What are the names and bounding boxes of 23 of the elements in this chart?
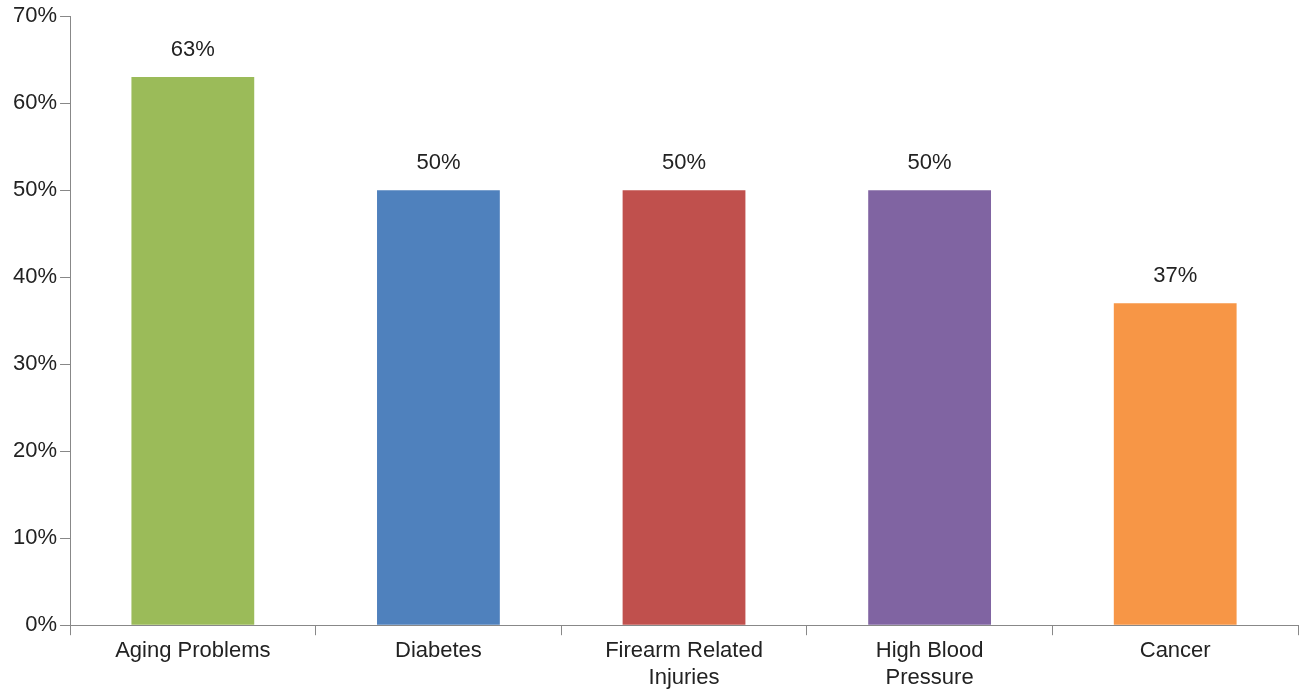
data-label: 63%: [170, 36, 215, 62]
y-tick-label: 50%: [12, 176, 58, 202]
bar: [377, 190, 500, 625]
y-tick-label: 20%: [12, 437, 58, 463]
y-tick-label: 30%: [12, 350, 58, 376]
x-tick-label: Firearm Related Injuries: [605, 637, 763, 689]
bar: [131, 77, 255, 625]
data-label: 50%: [416, 149, 461, 175]
data-label: 50%: [661, 149, 707, 175]
bar: [1113, 303, 1237, 625]
data-label: 37%: [1153, 262, 1198, 288]
y-tick-label: 70%: [12, 2, 58, 28]
x-tick-label: Diabetes: [395, 637, 482, 663]
y-tick-label: 60%: [12, 89, 58, 115]
x-tick-label: Cancer: [1139, 637, 1211, 663]
bar: [622, 190, 746, 625]
y-tick-label: 0%: [25, 611, 58, 637]
y-tick-label: 10%: [12, 524, 58, 550]
x-tick-label: Aging Problems: [115, 637, 271, 663]
x-tick-label: High Blood Pressure: [875, 637, 984, 689]
bar: [868, 190, 992, 625]
y-tick-label: 40%: [12, 263, 58, 289]
data-label: 50%: [907, 149, 952, 175]
